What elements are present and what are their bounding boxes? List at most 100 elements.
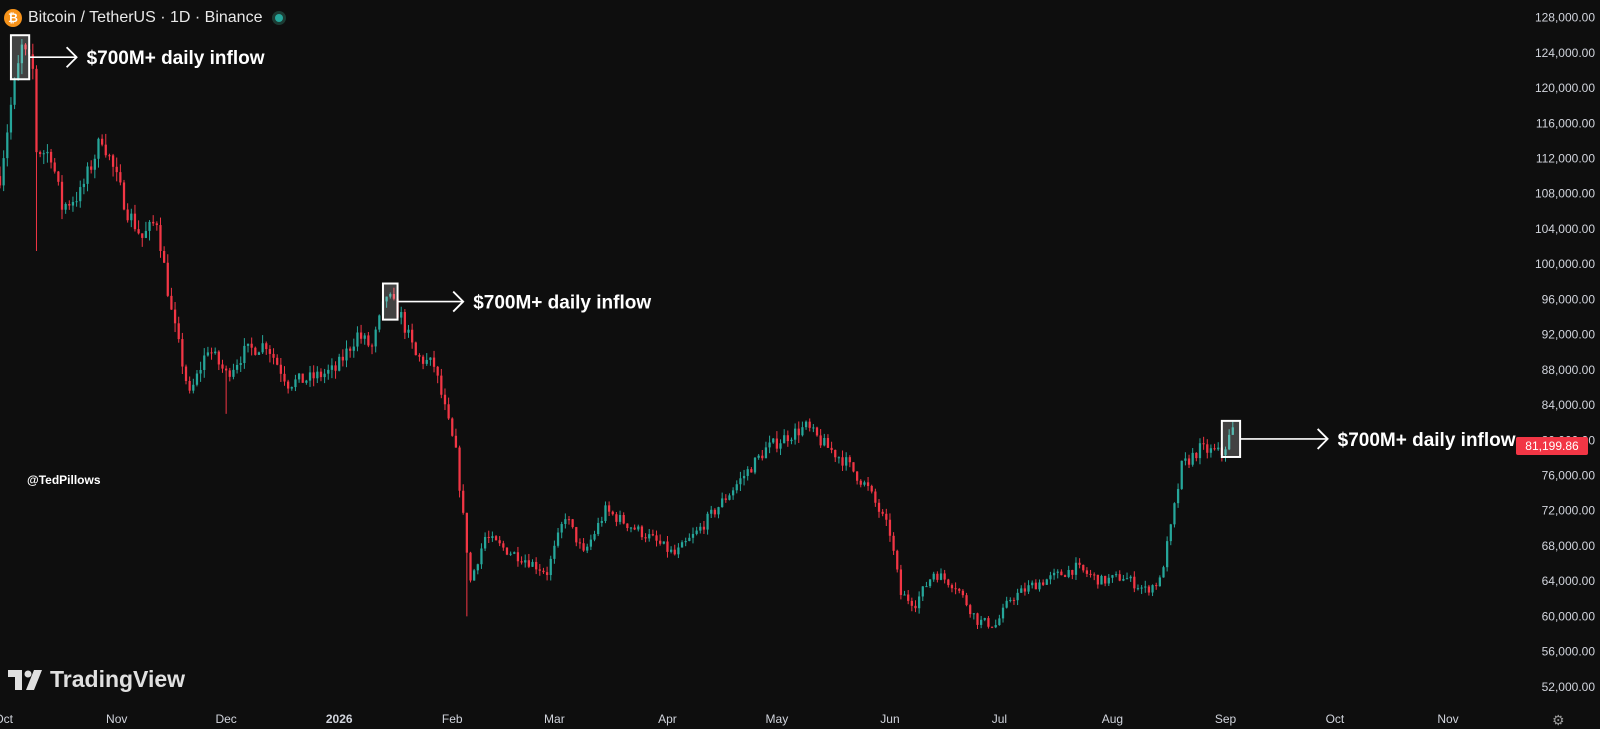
candle-body <box>637 526 640 530</box>
candle <box>648 528 651 542</box>
candle-body <box>108 155 111 157</box>
candle-body <box>750 469 753 473</box>
candle-body <box>684 541 687 543</box>
candle-body <box>739 478 742 485</box>
candle <box>203 348 206 378</box>
y-axis[interactable]: 128,000.00 124,000.00 120,000.00 116,000.00… <box>1535 11 1595 694</box>
candle <box>757 454 760 460</box>
candle <box>1206 439 1209 459</box>
candle-body <box>881 511 884 514</box>
candle <box>1089 569 1092 578</box>
candle-body <box>148 221 151 231</box>
candle-body <box>1056 571 1059 573</box>
gear-icon[interactable]: ⚙ <box>1552 712 1565 728</box>
candle-body <box>1009 599 1012 601</box>
candle-body <box>1049 575 1052 580</box>
candle-body <box>1166 541 1169 568</box>
candle-body <box>1151 585 1154 593</box>
candle <box>910 597 913 612</box>
candle <box>195 370 199 387</box>
candle <box>1114 571 1118 578</box>
candle <box>141 233 144 247</box>
x-tick-label: Oct <box>0 712 14 726</box>
candle-body <box>6 132 9 159</box>
candle-body <box>571 519 574 528</box>
candle <box>713 508 717 518</box>
candle-body <box>834 449 837 458</box>
candle-body <box>990 626 994 628</box>
candle <box>119 164 122 186</box>
candle <box>86 162 89 192</box>
candle <box>181 332 184 374</box>
candle-body <box>2 158 5 186</box>
candle <box>1027 580 1030 595</box>
candle-body <box>188 380 191 391</box>
candle <box>994 619 997 629</box>
candle-body <box>980 619 983 625</box>
candle <box>607 501 611 517</box>
candle <box>177 316 180 343</box>
candle-body <box>0 176 2 186</box>
candle <box>626 523 629 532</box>
candle <box>188 376 191 394</box>
candle <box>917 591 921 614</box>
candle <box>407 324 410 338</box>
candle <box>622 512 625 525</box>
candle-body <box>46 151 49 154</box>
candle <box>1173 502 1176 528</box>
candle <box>1096 574 1099 589</box>
symbol-title[interactable]: Bitcoin / TetherUS · 1D · Binance <box>28 9 263 26</box>
candle <box>1045 578 1048 586</box>
inflow-annotation[interactable]: $700M+ daily inflow <box>1220 419 1516 458</box>
inflow-annotation[interactable]: $700M+ daily inflow <box>9 34 265 81</box>
candle <box>538 564 541 576</box>
candle <box>429 357 432 366</box>
candle <box>436 365 439 384</box>
candle-body <box>1198 443 1202 459</box>
candle-body <box>1155 585 1158 587</box>
inflow-annotation[interactable]: $700M+ daily inflow <box>381 282 651 321</box>
candle-body <box>276 357 279 365</box>
y-tick-label: 72,000.00 <box>1542 504 1596 518</box>
candle-body <box>826 437 830 448</box>
candle <box>498 536 501 547</box>
annotation-label: $700M+ daily inflow <box>1338 430 1516 451</box>
candle <box>166 254 169 298</box>
candle <box>1085 567 1089 578</box>
candle-body <box>250 343 253 348</box>
symbol-header[interactable]: ₿ Bitcoin / TetherUS · 1D · Binance <box>4 8 287 28</box>
candle <box>928 578 932 588</box>
candle-body <box>411 329 414 343</box>
candle-body <box>593 534 596 540</box>
candle <box>801 421 804 437</box>
candle-body <box>520 561 523 563</box>
candle-body <box>1016 592 1019 601</box>
candle <box>421 354 425 370</box>
candle <box>885 508 888 527</box>
candle <box>60 175 64 220</box>
candle <box>1060 569 1063 576</box>
candle-body <box>888 519 892 536</box>
candle-body <box>1176 488 1180 504</box>
candle-body <box>246 343 250 346</box>
tradingview-logo[interactable]: TradingView <box>8 666 185 693</box>
candle <box>392 287 396 301</box>
candle <box>79 180 82 208</box>
candle <box>148 220 151 241</box>
candle <box>505 547 509 556</box>
candle-body <box>86 166 89 184</box>
candle <box>750 467 753 473</box>
candle-body <box>746 469 749 476</box>
candle <box>881 509 884 517</box>
candle <box>1162 565 1165 578</box>
candle-body <box>848 457 851 463</box>
candle <box>830 441 833 454</box>
candle-body <box>206 352 210 356</box>
candle <box>855 471 859 485</box>
candle <box>64 202 67 214</box>
candle-body <box>950 585 954 589</box>
candle-body <box>363 335 366 339</box>
x-axis[interactable]: Oct Nov Dec 2026 Feb Mar Apr May Jun Jul Aug Sep Oct… <box>0 712 1459 726</box>
candle <box>1217 442 1220 451</box>
